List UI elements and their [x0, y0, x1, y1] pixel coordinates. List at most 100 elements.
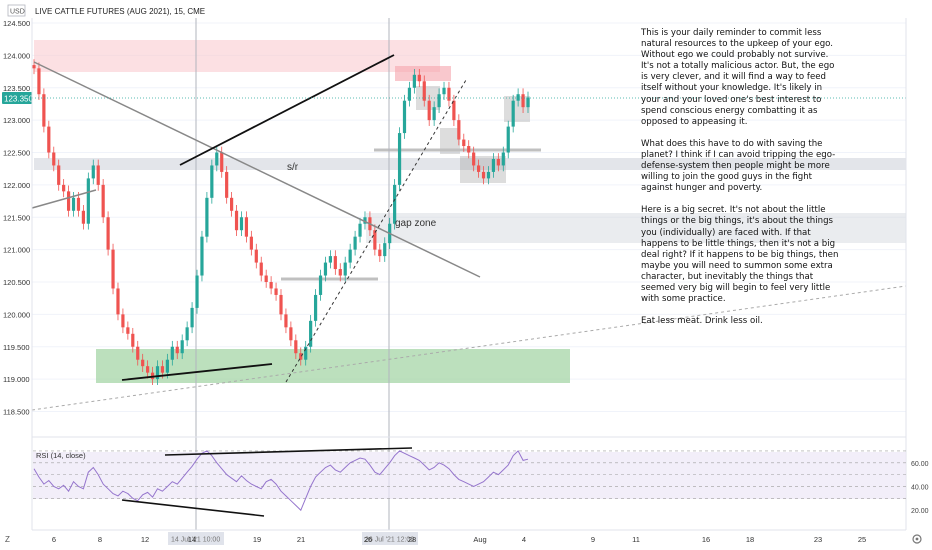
- candle-body: [447, 87, 451, 101]
- time-tick-label: 26: [364, 535, 372, 544]
- candle-body: [412, 74, 416, 88]
- candle-body: [442, 87, 446, 95]
- candle-body: [220, 152, 224, 172]
- candle-body: [333, 256, 337, 270]
- candle-body: [378, 249, 382, 257]
- candle-body: [338, 269, 342, 276]
- candle-body: [259, 262, 263, 276]
- candle-body: [57, 165, 61, 185]
- candle-body: [274, 288, 278, 295]
- time-highlight-label-2: 26 Jul '21 12:00: [365, 537, 414, 544]
- candle-body: [383, 243, 387, 257]
- candle-body: [328, 256, 332, 263]
- candle-body: [225, 171, 229, 198]
- downtrend-line[interactable]: [33, 61, 481, 278]
- candle-body: [397, 133, 402, 185]
- time-tick-label: 9: [591, 535, 595, 544]
- rising-dashed-line[interactable]: [285, 79, 467, 383]
- candle-body: [516, 94, 520, 101]
- candle-body: [353, 236, 357, 250]
- time-tick-label: 11: [632, 535, 640, 544]
- resistance-zone-small: [395, 66, 451, 81]
- candle-body: [417, 74, 421, 82]
- time-tick-label: 6: [52, 535, 56, 544]
- candle-body: [432, 107, 436, 121]
- candle-body: [348, 249, 352, 263]
- time-axis-labels: 6 8 12 14 19 21 26 28 Aug 4 9 11 16 18 23 25: [52, 535, 866, 544]
- candle-body: [481, 171, 486, 179]
- candle-body: [511, 100, 515, 127]
- note-paragraph-4: Eat less meat. Drink less oil.: [641, 316, 763, 327]
- candle-body: [42, 94, 46, 127]
- time-highlight-1: [168, 532, 224, 545]
- gear-icon[interactable]: [912, 534, 922, 544]
- lower-support-line[interactable]: [121, 363, 273, 381]
- candle-body: [506, 126, 510, 153]
- candle-body: [486, 171, 491, 179]
- time-highlight-2: [362, 532, 418, 545]
- candle-body: [185, 327, 189, 341]
- candle-body: [195, 275, 199, 308]
- note-paragraph-1: This is your daily reminder to commit le…: [641, 28, 835, 127]
- candle-body: [146, 366, 150, 373]
- candle-body: [309, 320, 313, 347]
- rsi-lower-divergence-line[interactable]: [121, 499, 265, 517]
- candle-body: [284, 314, 288, 328]
- candle-body: [215, 152, 219, 166]
- time-highlight-label-1: 14 Jul '21 10:00: [171, 537, 220, 544]
- candle-body: [521, 94, 525, 108]
- price-tick-label: 120.500: [3, 278, 30, 287]
- candle-body: [457, 120, 461, 140]
- candle-body: [37, 68, 41, 95]
- candles-group: [32, 59, 530, 385]
- price-tick-label: 122.000: [3, 181, 30, 190]
- candle-body: [180, 340, 184, 354]
- candle-body: [86, 178, 90, 224]
- candle-body: [249, 236, 253, 250]
- time-tick-label: 28: [408, 535, 416, 544]
- short-trend-line[interactable]: [31, 189, 97, 209]
- candle-body: [323, 262, 328, 276]
- candle-body: [467, 146, 471, 153]
- price-tick-label: 119.000: [3, 375, 30, 384]
- candle-body: [477, 165, 481, 172]
- candle-body: [462, 139, 466, 147]
- price-tick-label: 123.000: [3, 116, 30, 125]
- candle-body: [71, 197, 76, 211]
- resistance-zone-top: [34, 40, 440, 72]
- candle-body: [126, 327, 130, 334]
- candle-body: [160, 366, 165, 373]
- upper-channel-line[interactable]: [179, 54, 395, 166]
- time-tick-label: 23: [814, 535, 822, 544]
- zoom-icon[interactable]: Z: [5, 535, 10, 544]
- rsi-upper-divergence-line[interactable]: [164, 447, 413, 456]
- price-tick-label: 123.500: [3, 84, 30, 93]
- candle-body: [170, 346, 174, 360]
- candle-body: [422, 81, 426, 101]
- candle-body: [373, 230, 377, 250]
- candle-body: [393, 184, 397, 224]
- candle-body: [91, 165, 95, 179]
- currency-box[interactable]: [7, 4, 26, 17]
- time-tick-label: 14: [188, 535, 196, 544]
- candle-body: [96, 165, 100, 185]
- time-tick-label: 18: [746, 535, 754, 544]
- candle-body: [155, 366, 160, 380]
- candle-body: [427, 100, 431, 121]
- candle-body: [437, 94, 441, 108]
- candle-body: [313, 294, 318, 321]
- rsi-band: [33, 452, 906, 499]
- candle-body: [66, 191, 71, 211]
- candle-body: [318, 275, 323, 295]
- currency-label[interactable]: USD: [10, 9, 25, 16]
- candle-body: [141, 359, 145, 367]
- price-axis-labels: 124.500 124.000 123.500 123.000 122.500 122.0…: [3, 19, 30, 417]
- time-tick-label: 4: [522, 535, 526, 544]
- price-grid: [32, 22, 906, 412]
- candle-body: [358, 223, 362, 237]
- price-tick-label: 118.500: [3, 408, 30, 417]
- candle-body: [279, 294, 283, 315]
- note-text: This is your daily reminder to commit le…: [641, 28, 841, 338]
- candle-body: [452, 100, 456, 121]
